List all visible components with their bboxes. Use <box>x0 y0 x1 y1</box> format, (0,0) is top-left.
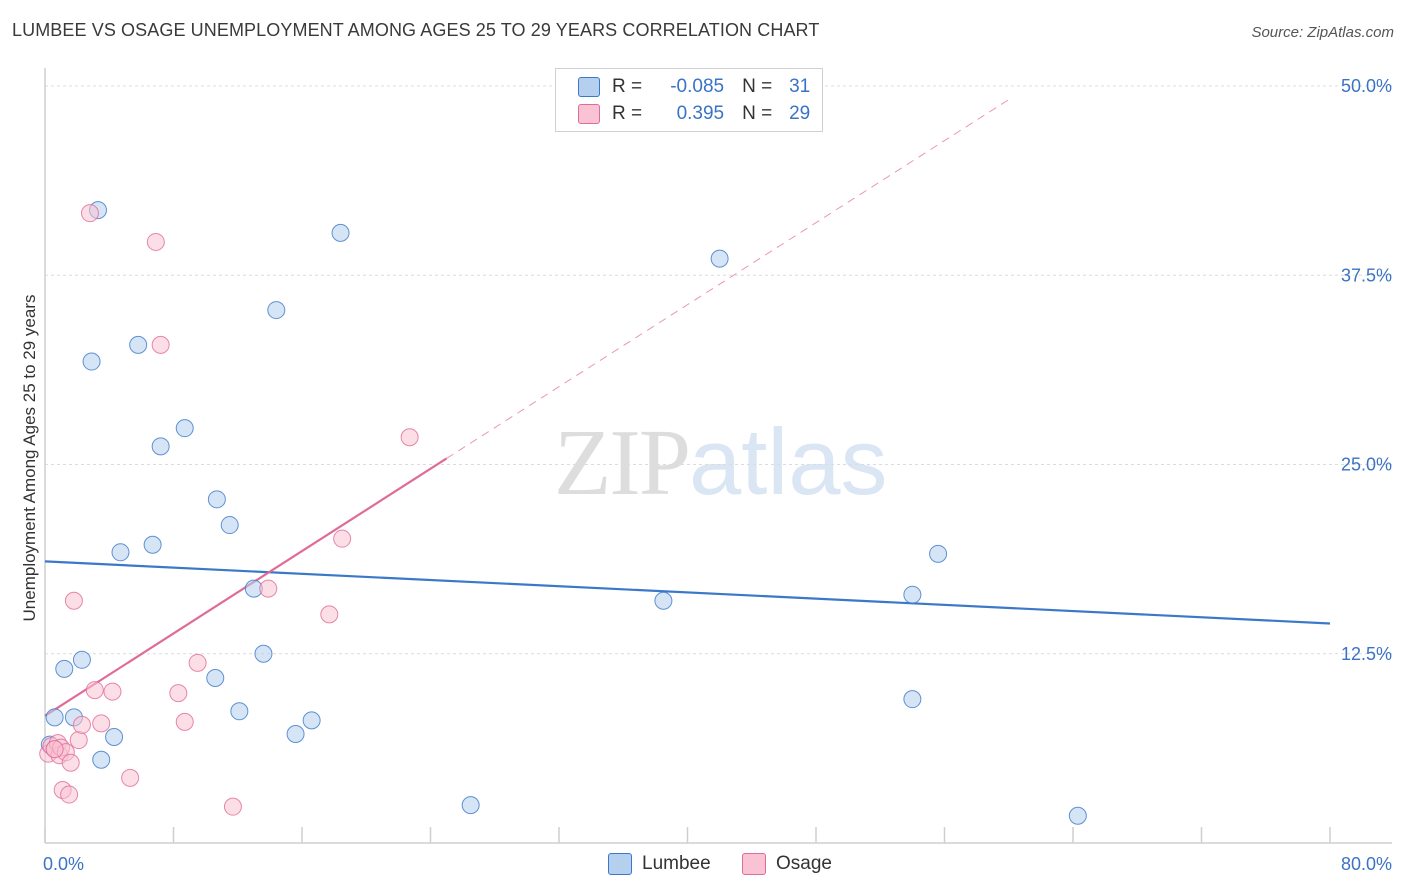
osage-trend-extension <box>446 99 1010 459</box>
osage-point <box>188 653 207 672</box>
lumbee-point <box>82 352 101 371</box>
legend-row-osage: R = 0.395 N = 29 <box>578 102 810 126</box>
lumbee-point <box>105 728 124 747</box>
grid-lines <box>45 85 1392 655</box>
osage-point <box>103 682 122 701</box>
y-tick-label: 12.5% <box>1341 644 1392 664</box>
lumbee-point <box>302 711 321 730</box>
lumbee-point <box>461 796 480 815</box>
correlation-legend: R = -0.085 N = 31 R = 0.395 N = 29 <box>555 68 823 132</box>
source-credit: Source: ZipAtlas.com <box>1251 24 1394 41</box>
lumbee-point <box>111 543 130 562</box>
lumbee-point <box>903 585 922 604</box>
n-label: N = <box>742 76 773 97</box>
osage-point <box>61 753 80 772</box>
osage-point <box>64 591 83 610</box>
y-tick-label: 25.0% <box>1341 455 1392 475</box>
watermark-atlas: atlas <box>689 409 888 514</box>
osage-swatch <box>578 104 600 124</box>
lumbee-point <box>45 708 64 727</box>
osage-point <box>169 684 188 703</box>
lumbee-legend-swatch <box>608 853 632 875</box>
lumbee-point <box>331 223 350 242</box>
osage-point <box>151 335 170 354</box>
y-tick-label: 37.5% <box>1341 265 1392 285</box>
watermark: ZIPatlas <box>554 408 888 517</box>
watermark-zip: ZIP <box>554 411 691 515</box>
lumbee-swatch <box>578 77 600 97</box>
lumbee-point <box>72 650 91 669</box>
axes <box>44 68 1392 844</box>
trend-lines <box>44 99 1331 717</box>
chart-title: LUMBEE VS OSAGE UNEMPLOYMENT AMONG AGES … <box>12 20 820 40</box>
lumbee-trend-line <box>44 560 1331 625</box>
y-axis-label: Unemployment Among Ages 25 to 29 years <box>20 294 39 622</box>
osage-point <box>259 579 278 598</box>
lumbee-point <box>129 335 148 354</box>
legend-row-lumbee: R = -0.085 N = 31 <box>578 75 810 99</box>
r-label: R = <box>612 103 643 124</box>
lumbee-point <box>710 249 729 268</box>
osage-legend-label: Osage <box>776 853 832 874</box>
osage-legend-swatch <box>742 853 766 875</box>
n-label: N = <box>742 103 773 124</box>
lumbee-point <box>929 544 948 563</box>
osage-point <box>92 714 111 733</box>
osage-point <box>175 712 194 731</box>
osage-point <box>400 428 419 447</box>
osage-point <box>69 731 88 750</box>
osage-point <box>333 529 352 548</box>
data-points <box>39 201 1087 825</box>
osage-point <box>320 605 339 624</box>
lumbee-point <box>267 301 286 320</box>
lumbee-point <box>207 490 226 509</box>
osage-point <box>45 740 64 759</box>
lumbee-point <box>220 516 239 535</box>
x-tick-label-max: 80.0% <box>1341 854 1392 874</box>
lumbee-point <box>175 419 194 438</box>
osage-point <box>72 715 91 734</box>
osage-point <box>85 681 104 700</box>
lumbee-point <box>230 702 249 721</box>
lumbee-point <box>143 535 162 554</box>
osage-r-value: 0.395 <box>676 103 725 124</box>
lumbee-point <box>903 690 922 709</box>
x-tick-label-min: 0.0% <box>43 854 84 874</box>
lumbee-point <box>286 724 305 743</box>
lumbee-r-value: -0.085 <box>670 76 725 97</box>
lumbee-point <box>254 644 273 663</box>
osage-point <box>60 785 79 804</box>
legend-item-osage[interactable]: Osage <box>742 852 832 876</box>
lumbee-point <box>206 668 225 687</box>
tick-labels: 12.5% 25.0% 37.5% 50.0% 0.0% 80.0% <box>43 76 1392 874</box>
lumbee-point <box>55 659 74 678</box>
osage-point <box>121 768 140 787</box>
lumbee-point <box>151 437 170 456</box>
y-tick-label: 50.0% <box>1341 76 1392 96</box>
osage-point <box>223 797 242 816</box>
lumbee-legend-label: Lumbee <box>642 853 711 874</box>
r-label: R = <box>612 76 643 97</box>
osage-point <box>80 204 99 223</box>
legend-item-lumbee[interactable]: Lumbee <box>608 852 711 876</box>
lumbee-point <box>1068 806 1087 825</box>
lumbee-n-value: 31 <box>789 76 811 97</box>
osage-n-value: 29 <box>789 103 811 124</box>
osage-point <box>146 232 165 251</box>
lumbee-point <box>92 750 111 769</box>
lumbee-point <box>654 591 673 610</box>
